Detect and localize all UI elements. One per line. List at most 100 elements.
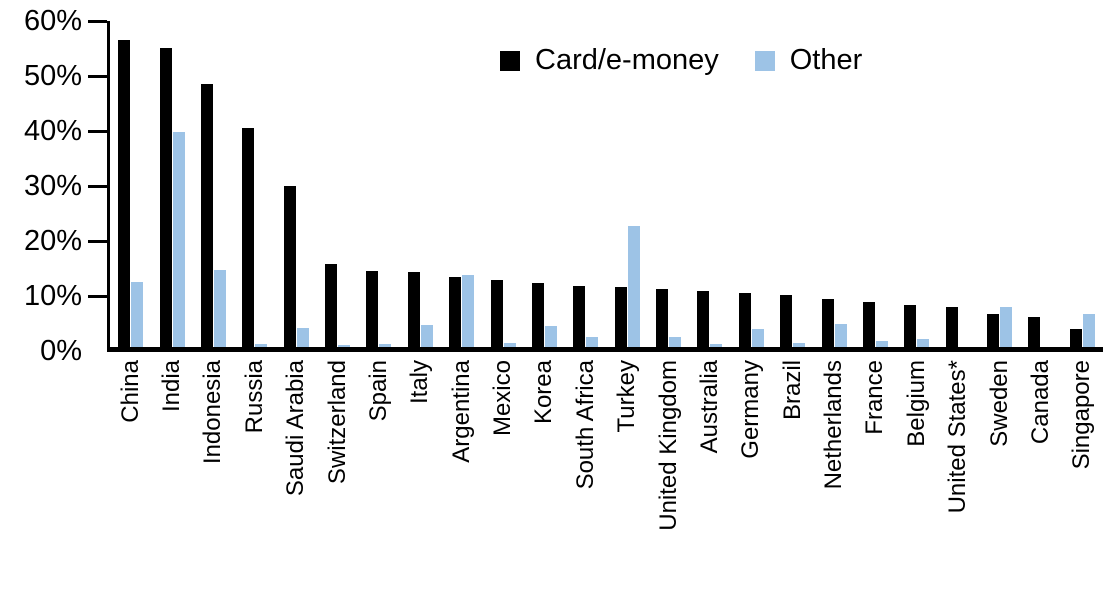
bar-other — [834, 323, 847, 350]
bar-card — [821, 299, 834, 350]
x-category-label: Turkey — [613, 360, 641, 432]
x-category-label: Germany — [737, 360, 765, 459]
x-category-label: Canada — [1027, 360, 1055, 444]
x-category-label: Saudi Arabia — [282, 360, 310, 496]
bar-card — [325, 264, 338, 350]
x-category-label-text: Canada — [1026, 360, 1054, 445]
y-axis-line — [107, 21, 110, 351]
bar-other — [586, 336, 599, 350]
x-category-label: Australia — [696, 360, 724, 453]
y-tick-mark — [88, 184, 107, 188]
other-series-swatch-icon — [754, 50, 775, 71]
bar-card — [656, 288, 669, 350]
bar-other — [131, 282, 144, 350]
y-tick-mark — [88, 239, 107, 243]
bar-other — [875, 341, 888, 350]
x-category-label: Korea — [530, 360, 558, 424]
y-tick-label: 20% — [23, 225, 82, 257]
bar-card — [200, 84, 213, 350]
x-category-label: Spain — [365, 360, 393, 421]
x-category-label: Brazil — [779, 360, 807, 420]
bar-card — [987, 313, 1000, 350]
bar-other — [544, 325, 557, 350]
x-category-label-text: Argentina — [447, 360, 475, 463]
legend-item-card: Card/e-money — [500, 44, 719, 77]
x-axis-line — [107, 347, 1103, 352]
legend-label-card: Card/e-money — [535, 44, 719, 76]
y-tick-label: 40% — [23, 115, 82, 147]
x-category-label: Netherlands — [820, 360, 848, 489]
bar-card — [366, 271, 379, 350]
x-category-label: Indonesia — [199, 360, 227, 464]
x-category-label: India — [158, 360, 186, 412]
x-category-label-text: Australia — [695, 360, 723, 454]
y-tick-label: 50% — [23, 60, 82, 92]
x-category-label: South Africa — [572, 360, 600, 489]
bar-card — [614, 287, 627, 350]
y-tick-mark — [88, 19, 107, 23]
bar-card — [407, 272, 420, 350]
x-category-label-text: Belgium — [902, 360, 930, 447]
legend-item-other: Other — [754, 44, 863, 77]
bar-card — [1028, 317, 1041, 350]
x-category-label: Belgium — [903, 360, 931, 447]
bar-other — [296, 328, 309, 350]
x-category-label: Italy — [406, 360, 434, 404]
x-category-label-text: Netherlands — [820, 360, 848, 490]
y-tick-label: 60% — [23, 5, 82, 37]
bar-card — [573, 286, 586, 350]
x-category-label: Sweden — [986, 360, 1014, 447]
bar-other — [669, 337, 682, 350]
x-category-label: Mexico — [489, 360, 517, 436]
bar-other — [255, 343, 268, 350]
x-category-label: France — [861, 360, 889, 435]
x-category-label-text: China — [116, 360, 144, 423]
x-category-label-text: Switzerland — [323, 360, 351, 485]
y-tick-label: 30% — [23, 170, 82, 202]
x-category-label-text: South Africa — [571, 360, 599, 490]
x-category-label: Russia — [241, 360, 269, 433]
x-category-label-text: Indonesia — [199, 360, 227, 465]
bar-other — [172, 131, 185, 350]
x-category-label-text: Korea — [530, 360, 558, 425]
x-category-label: Switzerland — [324, 360, 352, 484]
bar-other — [710, 343, 723, 350]
bar-card — [283, 186, 296, 350]
bar-card — [738, 292, 751, 350]
bar-other — [503, 342, 516, 350]
bar-card — [242, 127, 255, 350]
bar-other — [1000, 306, 1013, 350]
legend: Card/e-money Other — [500, 44, 862, 77]
x-category-label-text: Spain — [364, 360, 392, 422]
x-category-label: United States* — [944, 360, 972, 513]
bar-card — [780, 295, 793, 350]
bar-other — [462, 274, 475, 350]
x-category-label-text: United States* — [944, 360, 972, 514]
bar-card — [1069, 328, 1082, 350]
x-category-label-text: Saudi Arabia — [282, 360, 310, 497]
bar-card — [697, 291, 710, 350]
bar-card — [862, 302, 875, 350]
bar-card — [118, 40, 131, 350]
x-category-label-text: France — [861, 360, 889, 435]
bar-card — [490, 279, 503, 350]
y-tick-label: 0% — [40, 335, 82, 367]
x-category-label-text: Russia — [240, 360, 268, 434]
legend-label-other: Other — [789, 44, 863, 76]
x-category-label-text: Italy — [406, 360, 434, 405]
bar-other — [1082, 313, 1095, 350]
y-tick-mark — [88, 74, 107, 78]
bar-other — [917, 339, 930, 350]
x-category-label-text: Germany — [737, 360, 765, 459]
bar-other — [793, 343, 806, 350]
bar-card — [159, 47, 172, 350]
y-tick-mark — [88, 294, 107, 298]
bar-other — [751, 328, 764, 350]
bar-card — [945, 306, 958, 350]
y-tick-label: 10% — [23, 280, 82, 312]
bar-other — [379, 343, 392, 350]
x-category-label: Singapore — [1068, 360, 1096, 469]
bar-other — [627, 226, 640, 350]
x-category-label: Argentina — [448, 360, 476, 463]
